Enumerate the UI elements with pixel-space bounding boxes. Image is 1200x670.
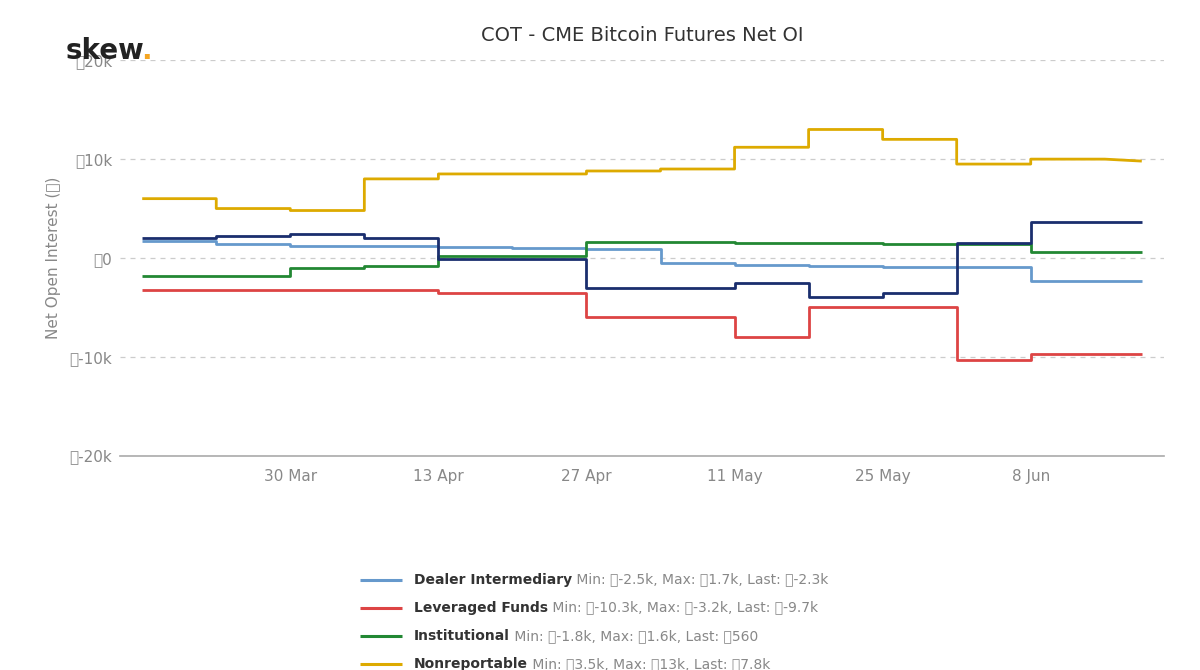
Text: Leveraged Funds: Leveraged Funds — [414, 601, 548, 614]
Y-axis label: Net Open Interest (₿): Net Open Interest (₿) — [47, 177, 61, 339]
Text: Min: ₿-10.3k, Max: ₿-3.2k, Last: ₿-9.7k: Min: ₿-10.3k, Max: ₿-3.2k, Last: ₿-9.7k — [548, 601, 818, 614]
Text: Min: ₿3.5k, Max: ₿13k, Last: ₿7.8k: Min: ₿3.5k, Max: ₿13k, Last: ₿7.8k — [528, 657, 770, 670]
Text: Dealer Intermediary: Dealer Intermediary — [414, 573, 572, 586]
Text: Institutional: Institutional — [414, 629, 510, 643]
Title: COT - CME Bitcoin Futures Net OI: COT - CME Bitcoin Futures Net OI — [481, 26, 803, 45]
Text: Min: ₿-2.5k, Max: ₿1.7k, Last: ₿-2.3k: Min: ₿-2.5k, Max: ₿1.7k, Last: ₿-2.3k — [572, 573, 828, 586]
Text: Min: ₿-1.8k, Max: ₿1.6k, Last: ₿560: Min: ₿-1.8k, Max: ₿1.6k, Last: ₿560 — [510, 629, 758, 643]
Text: skew: skew — [66, 37, 145, 65]
Text: Nonreportable: Nonreportable — [414, 657, 528, 670]
Text: .: . — [142, 37, 152, 65]
